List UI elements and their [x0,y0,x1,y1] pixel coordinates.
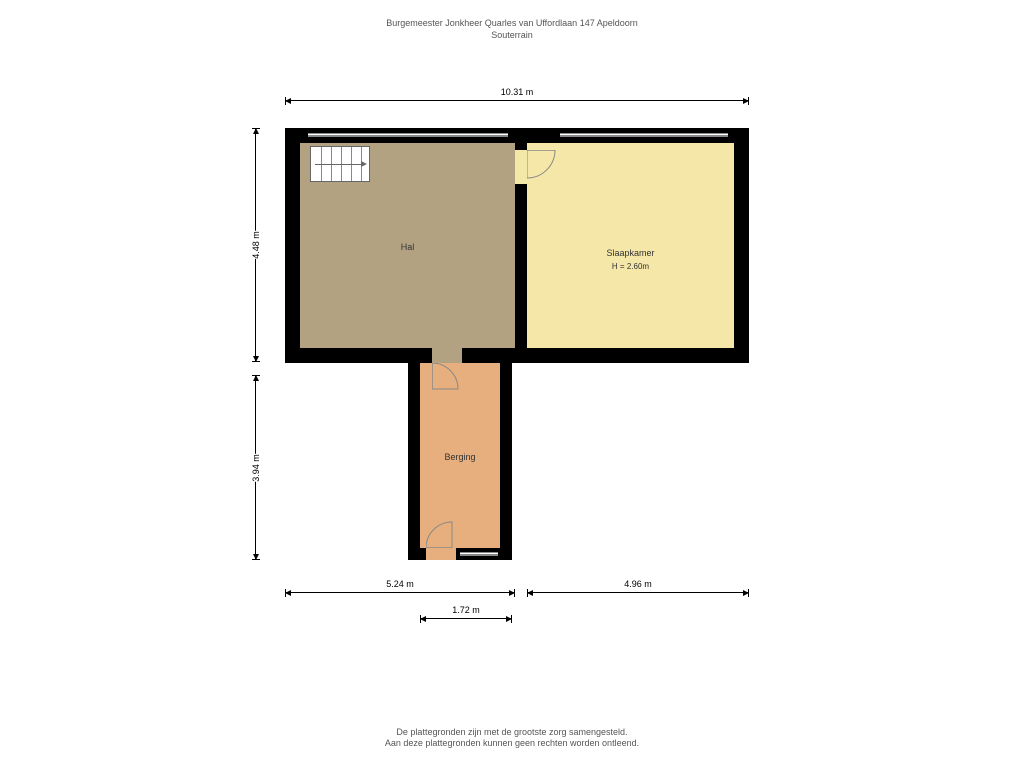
label-slaapkamer-h: H = 2.60m [527,262,734,271]
door-hal-berging [432,348,462,363]
dim-left-lower-label: 3.94 m [249,454,263,482]
wall-right [734,128,749,363]
stairs-icon [310,146,370,182]
dim-top-total-label: 10.31 m [499,87,536,97]
door-berging-bottom [426,548,456,560]
wall-left [285,128,300,363]
dim-bottom-left-label: 5.24 m [384,579,416,589]
dim-top-total: 10.31 m [285,100,749,101]
door-slaapkamer [515,150,527,184]
floor-plan: Hal Slaapkamer H = 2.60m Berging [0,0,1024,768]
page-footer-block: De plattegronden zijn met de grootste zo… [0,727,1024,750]
dim-bottom-left: 5.24 m [285,592,515,593]
dim-bottom-mid-label: 1.72 m [450,605,482,615]
footer-line-1: De plattegronden zijn met de grootste zo… [0,727,1024,739]
window-slaap-top [560,133,728,137]
dim-bottom-mid: 1.72 m [420,618,512,619]
window-berging-bottom [460,552,498,556]
label-hal: Hal [300,242,515,252]
room-slaapkamer [527,143,734,348]
berging-wall-right [500,348,512,560]
berging-wall-left [408,348,420,560]
footer-line-2: Aan deze plattegronden kunnen geen recht… [0,738,1024,750]
label-slaapkamer: Slaapkamer [527,248,734,258]
dim-left-upper-label: 4.48 m [249,231,263,259]
window-hal-top [308,133,508,137]
label-berging: Berging [420,452,500,462]
dim-bottom-right: 4.96 m [527,592,749,593]
dim-left-lower: 3.94 m [255,375,256,560]
dim-bottom-right-label: 4.96 m [622,579,654,589]
dim-left-upper: 4.48 m [255,128,256,362]
